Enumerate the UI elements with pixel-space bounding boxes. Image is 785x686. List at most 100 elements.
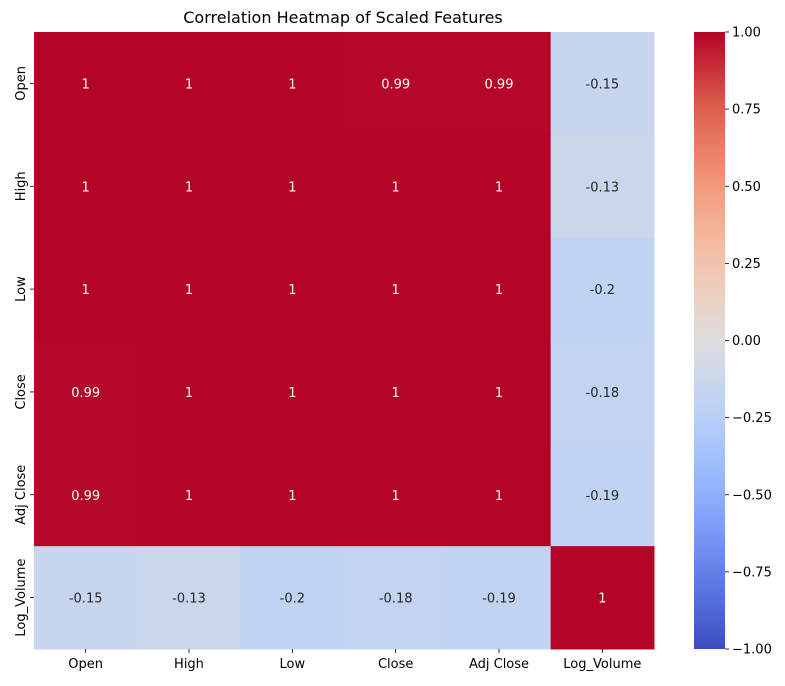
y-axis: Open High Low Close Adj Close Log_Volume: [14, 66, 34, 637]
cell-annotation: -0.18: [586, 386, 620, 401]
heatmap-cell: [344, 340, 448, 444]
cell-annotation: 1: [185, 77, 193, 92]
heatmap-cell: [34, 134, 138, 239]
heatmap-cell: [137, 32, 242, 136]
colorbar: 1.00 0.75 0.50 0.25 0.00 −0.25 −0.50 −0.75 −1.00: [694, 26, 772, 658]
heatmap-cell: [137, 443, 242, 547]
cell-annotation: 1: [392, 180, 400, 195]
y-tick-label: Open: [14, 66, 29, 101]
cell-annotation: -0.15: [69, 592, 103, 607]
x-tick-label: Low: [280, 657, 306, 672]
heatmap-cells: [34, 32, 655, 650]
colorbar-gradient: [694, 32, 725, 649]
heatmap-cell: [137, 546, 242, 650]
heatmap-cell: [240, 32, 345, 136]
cell-annotation: 0.99: [381, 77, 410, 92]
heatmap-annotations: 1 1 1 0.99 0.99 -0.15 1 1 1 1 1 -0.13 1 1 1 1 1 -0.2 0.99 1…: [69, 77, 619, 606]
heatmap-cell: [240, 237, 345, 341]
heatmap-cell: [550, 134, 655, 239]
heatmap-cell: [240, 340, 345, 444]
colorbar-tick-label: −0.25: [732, 411, 772, 426]
cell-annotation: 1: [185, 489, 193, 504]
cell-annotation: -0.13: [586, 180, 620, 195]
heatmap-cell: [240, 443, 345, 547]
cell-annotation: 1: [288, 77, 296, 92]
chart-title: Correlation Heatmap of Scaled Features: [183, 8, 503, 27]
y-tick-label: Log_Volume: [14, 559, 29, 637]
heatmap-cell: [550, 32, 655, 136]
x-tick-label: High: [174, 657, 204, 672]
heatmap-cell: [34, 340, 138, 444]
colorbar-tick-label: 0.00: [732, 334, 761, 349]
heatmap-cell: [137, 340, 242, 444]
heatmap-cell: [34, 237, 138, 341]
cell-annotation: 1: [82, 180, 90, 195]
cell-annotation: 1: [185, 283, 193, 298]
cell-annotation: -0.2: [280, 592, 305, 607]
x-axis: Open High Low Close Adj Close Log_Volume: [68, 649, 641, 672]
cell-annotation: 1: [392, 283, 400, 298]
y-tick-label: Adj Close: [14, 465, 29, 525]
cell-annotation: 1: [495, 283, 503, 298]
cell-annotation: -0.2: [590, 283, 615, 298]
cell-annotation: 0.99: [485, 77, 514, 92]
heatmap-cell: [447, 237, 552, 341]
cell-annotation: 1: [495, 180, 503, 195]
heatmap-cell: [240, 134, 345, 239]
heatmap-cell: [34, 32, 138, 136]
heatmap-cell: [137, 134, 242, 239]
cell-annotation: -0.19: [586, 489, 620, 504]
heatmap-cell: [137, 237, 242, 341]
heatmap-cell: [240, 546, 345, 650]
colorbar-tick-label: −1.00: [732, 643, 772, 658]
cell-annotation: -0.18: [379, 592, 413, 607]
heatmap-cell: [447, 443, 552, 547]
cell-annotation: 1: [82, 283, 90, 298]
cell-annotation: 1: [185, 180, 193, 195]
heatmap-cell: [344, 443, 448, 547]
heatmap-cell: [344, 546, 448, 650]
colorbar-tick-label: 0.50: [732, 180, 761, 195]
x-tick-label: Open: [68, 657, 103, 672]
cell-annotation: 1: [82, 77, 90, 92]
cell-annotation: -0.13: [172, 592, 206, 607]
cell-annotation: 1: [288, 283, 296, 298]
heatmap-cell: [447, 340, 552, 444]
colorbar-tick-label: 0.25: [732, 257, 761, 272]
x-tick-label: Log_Volume: [563, 657, 641, 672]
cell-annotation: 1: [598, 592, 606, 607]
colorbar-tick-label: −0.75: [732, 565, 772, 580]
y-tick-label: Low: [14, 276, 29, 302]
cell-annotation: -0.19: [482, 592, 516, 607]
colorbar-tick-label: −0.50: [732, 488, 772, 503]
y-tick-label: High: [14, 171, 29, 201]
cell-annotation: 0.99: [71, 386, 100, 401]
colorbar-tick-label: 0.75: [732, 103, 761, 118]
heatmap-cell: [550, 237, 655, 341]
cell-annotation: 1: [288, 180, 296, 195]
cell-annotation: 1: [392, 489, 400, 504]
heatmap-cell: [550, 443, 655, 547]
cell-annotation: 0.99: [71, 489, 100, 504]
cell-annotation: -0.15: [586, 77, 620, 92]
colorbar-tick-label: 1.00: [732, 26, 761, 41]
cell-annotation: 1: [495, 386, 503, 401]
cell-annotation: 1: [392, 386, 400, 401]
x-tick-label: Adj Close: [469, 657, 529, 672]
heatmap-cell: [344, 237, 448, 341]
x-tick-label: Close: [378, 657, 413, 672]
cell-annotation: 1: [288, 386, 296, 401]
heatmap-cell: [447, 546, 552, 650]
cell-annotation: 1: [185, 386, 193, 401]
heatmap-cell: [447, 134, 552, 239]
heatmap-cell: [344, 134, 448, 239]
y-tick-label: Close: [14, 374, 29, 409]
heatmap-cell: [550, 340, 655, 444]
heatmap-cell: [550, 546, 655, 650]
cell-annotation: 1: [288, 489, 296, 504]
heatmap-cell: [447, 32, 552, 136]
heatmap-cell: [34, 443, 138, 547]
heatmap-cell: [34, 546, 138, 650]
